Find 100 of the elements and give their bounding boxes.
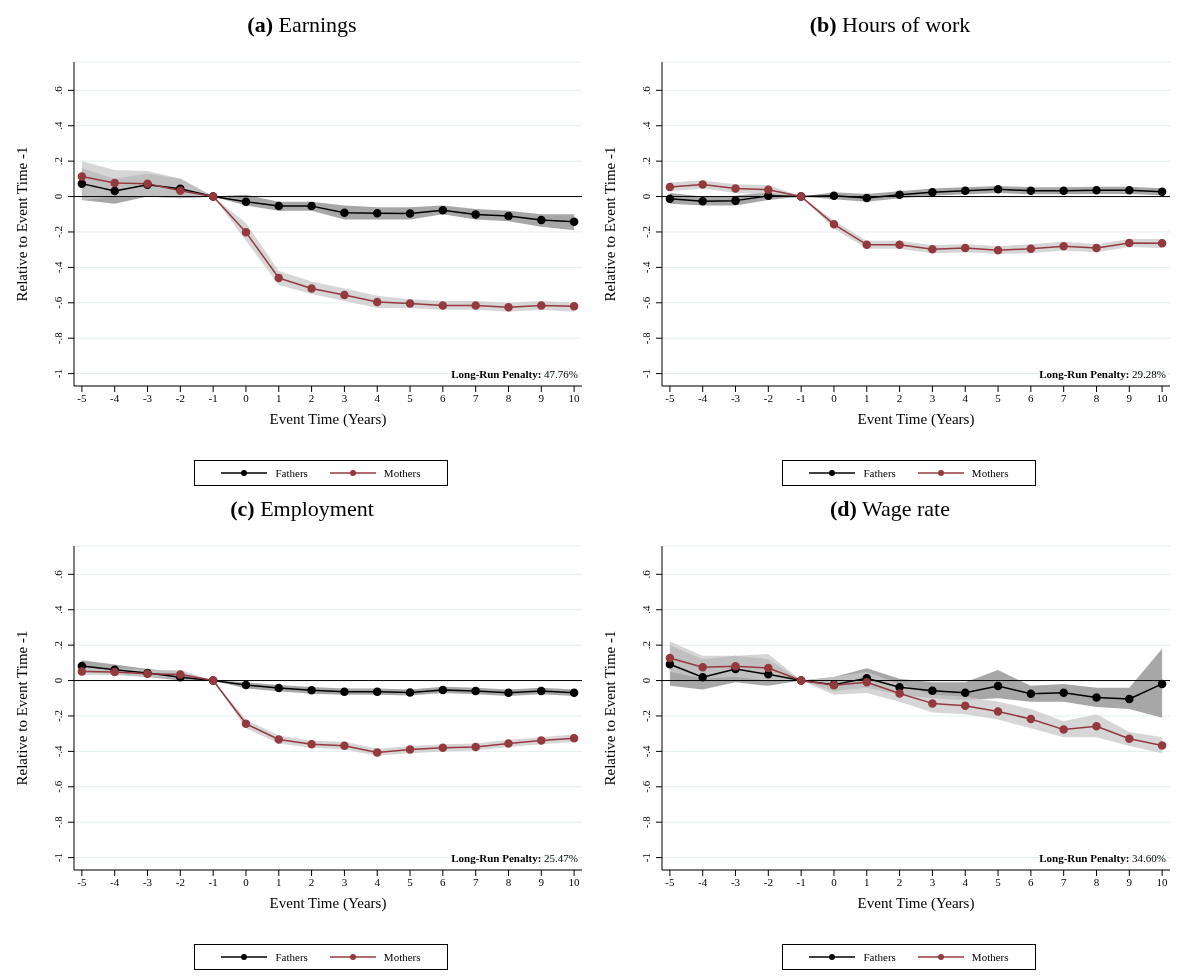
legend-label: Fathers [863,951,896,963]
y-tick-label: -1 [52,853,64,863]
x-tick-label: 7 [472,875,479,888]
x-tick-label: -5 [77,875,87,888]
x-tick-label: -2 [763,391,773,404]
x-tick-label: 2 [896,391,903,404]
y-tick-label: -.4 [640,260,652,274]
x-tick-label: -1 [208,875,218,888]
x-tick-label: 9 [1126,391,1133,404]
y-axis-title: Relative to Event Time -1 [602,630,619,786]
x-tick-label: 5 [995,391,1002,404]
x-tick-label: -3 [142,391,153,404]
y-tick-label: -.6 [640,780,652,793]
y-tick-label: -.4 [52,260,64,274]
x-tick-label: 0 [831,875,838,888]
x-tick-label: 0 [831,391,838,404]
x-tick-label: 9 [538,875,545,888]
y-tick-label: -.8 [52,815,64,829]
legend-label: Fathers [275,467,308,479]
x-axis-title: Event Time (Years) [269,895,387,912]
annotation: Long-Run Penalty: 47.76% [451,368,578,380]
x-tick-label: 2 [308,391,315,404]
x-tick-label: 10 [568,875,581,888]
y-tick-label: 0 [640,193,652,200]
annotation: Long-Run Penalty: 25.47% [451,852,578,864]
x-tick-label: -3 [730,391,741,404]
x-tick-label: 8 [505,875,512,888]
y-tick-label: .6 [640,85,652,95]
y-tick-label: .2 [640,157,652,166]
x-tick-label: 8 [1093,875,1100,888]
y-tick-label: -.6 [52,780,64,793]
x-tick-label: -5 [665,875,675,888]
legend-label: Mothers [383,951,421,963]
x-tick-label: 10 [568,391,581,404]
x-tick-label: 8 [1093,391,1100,404]
x-tick-label: 2 [308,875,315,888]
x-tick-label: 6 [440,391,447,404]
y-tick-label: -.2 [52,226,64,238]
y-tick-label: .2 [640,641,652,650]
legend-label: Mothers [971,951,1009,963]
x-tick-label: 2 [896,875,903,888]
x-tick-label: -3 [730,875,741,888]
x-tick-label: 4 [374,875,381,888]
x-tick-label: -4 [698,875,708,888]
chart-title: (a) Earnings [246,11,358,39]
x-tick-label: 6 [440,875,447,888]
x-tick-label: -1 [796,391,806,404]
x-tick-label: 3 [929,875,936,888]
annotation: Long-Run Penalty: 29.28% [1039,368,1166,380]
x-tick-label: -4 [110,875,120,888]
x-tick-label: 6 [1028,875,1035,888]
chart-title: (b) Hours of work [808,11,972,39]
y-axis-title: Relative to Event Time -1 [14,630,31,786]
x-tick-label: -5 [77,391,87,404]
x-tick-label: -4 [698,391,708,404]
y-tick-label: -.4 [640,744,652,758]
chart-title: (d) Wage rate [829,495,951,523]
x-tick-label: 5 [407,391,414,404]
x-tick-label: 10 [1156,391,1169,404]
x-tick-label: -4 [110,391,120,404]
legend-label: Mothers [971,467,1009,479]
y-tick-label: 0 [640,677,652,684]
x-tick-label: -1 [208,391,218,404]
x-tick-label: 4 [962,875,969,888]
x-tick-label: -3 [142,875,153,888]
y-tick-label: .2 [52,157,64,166]
x-tick-label: 9 [1126,875,1133,888]
x-tick-label: 0 [243,875,250,888]
x-tick-label: -2 [763,875,773,888]
x-tick-label: -1 [796,875,806,888]
legend-label: Fathers [275,951,308,963]
x-axis-title: Event Time (Years) [857,895,975,912]
x-tick-label: 4 [962,391,969,404]
x-tick-label: 0 [243,391,250,404]
y-tick-label: 0 [52,677,64,684]
x-tick-label: -5 [665,391,675,404]
x-tick-label: 3 [341,391,348,404]
y-tick-label: .6 [52,569,64,579]
y-tick-label: -1 [52,369,64,379]
y-tick-label: .4 [52,121,64,130]
y-tick-label: -.6 [52,296,64,309]
x-tick-label: 7 [1060,391,1067,404]
x-axis-title: Event Time (Years) [269,411,387,428]
x-tick-label: 1 [276,875,282,888]
y-tick-label: .4 [52,605,64,614]
y-tick-label: -.2 [640,710,652,722]
y-tick-label: -.8 [640,331,652,345]
x-tick-label: -2 [175,875,185,888]
x-tick-label: 5 [995,875,1002,888]
y-tick-label: .4 [640,121,652,130]
y-tick-label: -.8 [640,815,652,829]
legend-label: Fathers [863,467,896,479]
y-tick-label: -1 [640,369,652,379]
x-tick-label: 7 [1060,875,1067,888]
x-tick-label: 1 [864,875,870,888]
x-tick-label: 1 [276,391,282,404]
x-tick-label: 5 [407,875,414,888]
y-tick-label: -1 [640,853,652,863]
x-tick-label: 8 [505,391,512,404]
x-tick-label: 1 [864,391,870,404]
